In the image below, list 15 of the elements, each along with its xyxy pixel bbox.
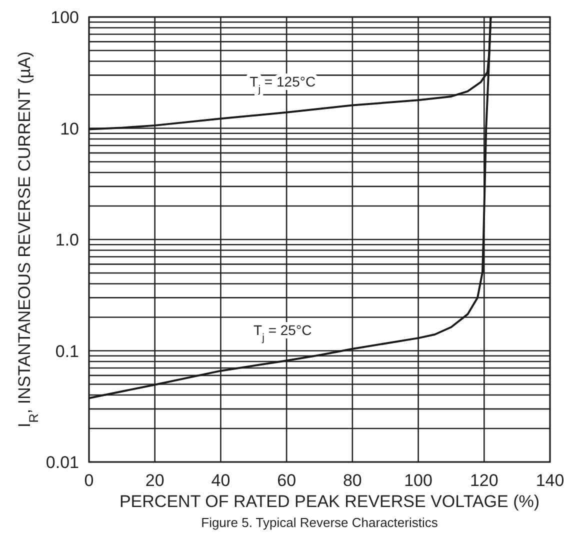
caption: Figure 5. Typical Reverse Characteristics	[201, 515, 438, 530]
x-tick-label: 140	[536, 471, 564, 490]
y-tick-label: 1.0	[55, 230, 79, 250]
x-tick-label: 120	[470, 471, 498, 490]
y-tick-label: 0.1	[55, 342, 79, 361]
x-tick-label: 40	[211, 471, 230, 490]
x-tick-label: 20	[145, 471, 164, 490]
x-tick-label: 80	[342, 471, 362, 490]
y-tick-label: 10	[60, 119, 79, 138]
x-tick-label: 0	[84, 471, 94, 490]
y-tick-label: 100	[50, 8, 79, 27]
x-tick-label: 100	[404, 471, 432, 490]
x-axis-title: PERCENT OF RATED PEAK REVERSE VOLTAGE (%)	[119, 492, 540, 511]
y-tick-label: 0.01	[46, 453, 79, 472]
x-tick-label: 60	[277, 471, 296, 490]
